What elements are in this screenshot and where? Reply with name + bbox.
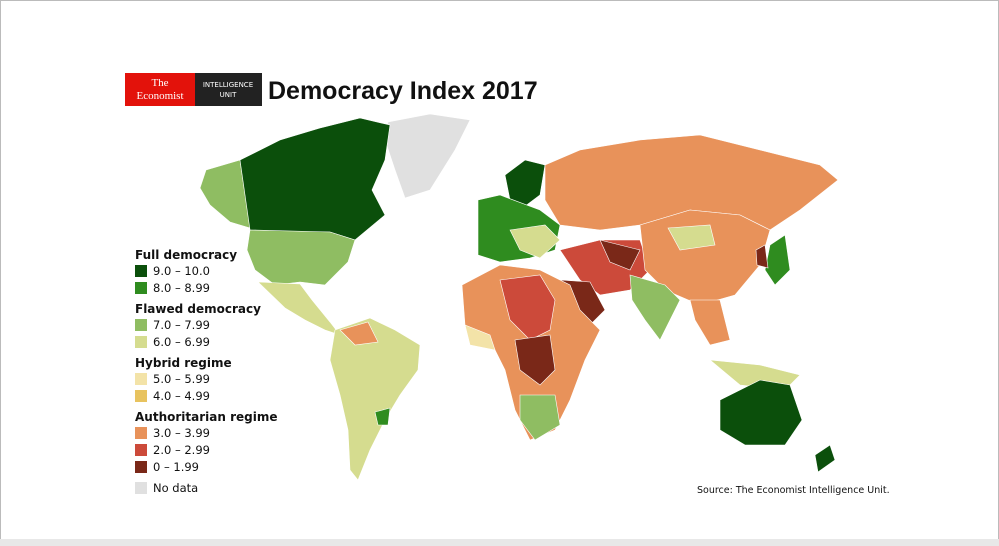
- legend-swatch: [135, 282, 147, 294]
- country: [764, 234, 791, 286]
- country: [667, 224, 716, 251]
- unit-text: UNIT: [220, 91, 237, 99]
- legend-swatch: [135, 461, 147, 473]
- country: [519, 394, 561, 441]
- title: Democracy Index 2017: [268, 77, 538, 105]
- legend-swatch: [135, 427, 147, 439]
- country: [689, 299, 731, 346]
- legend-group-title: Full democracy: [135, 248, 237, 262]
- legend-swatch: [135, 319, 147, 331]
- legend-swatch: [135, 336, 147, 348]
- country: [509, 224, 561, 259]
- legend-swatch: [135, 482, 147, 494]
- country: [599, 239, 641, 271]
- country: [257, 281, 341, 336]
- country: [329, 317, 421, 481]
- bottom-bar: [0, 539, 999, 546]
- legend-label: 2.0 – 2.99: [153, 443, 210, 457]
- logo: The Economist INTELLIGENCE UNIT: [125, 73, 262, 106]
- country: [246, 229, 356, 286]
- logo-text: Economist: [136, 90, 183, 102]
- logo-black: [195, 73, 262, 106]
- legend-label: 5.0 – 5.99: [153, 372, 210, 386]
- legend-label: 4.0 – 4.99: [153, 389, 210, 403]
- legend-swatch: [135, 373, 147, 385]
- legend-label: No data: [153, 481, 198, 495]
- country: [544, 134, 839, 231]
- legend: Full democracy 9.0 – 10.0 8.0 – 8.99 Flawed…: [135, 248, 277, 495]
- legend-label: 7.0 – 7.99: [153, 318, 210, 332]
- legend-group-title: Authoritarian regime: [135, 410, 277, 424]
- country: [339, 321, 379, 346]
- logo-red: [125, 73, 195, 106]
- logo-text: The: [151, 77, 168, 89]
- legend-label: 0 – 1.99: [153, 460, 199, 474]
- country: [755, 244, 769, 269]
- country: [239, 117, 391, 241]
- country: [514, 334, 556, 386]
- legend-swatch: [135, 444, 147, 456]
- countries: [199, 113, 839, 481]
- country: [814, 444, 836, 473]
- legend-swatch: [135, 390, 147, 402]
- country: [629, 274, 681, 341]
- legend-label: 6.0 – 6.99: [153, 335, 210, 349]
- country: [499, 274, 556, 341]
- legend-group-title: Flawed democracy: [135, 302, 261, 316]
- country: [384, 113, 471, 199]
- legend-group-title: Hybrid regime: [135, 356, 232, 370]
- source: Source: The Economist Intelligence Unit.: [697, 485, 890, 496]
- legend-swatch: [135, 265, 147, 277]
- unit-text: INTELLIGENCE: [203, 81, 253, 89]
- country: [464, 324, 496, 351]
- country: [709, 359, 801, 391]
- legend-label: 9.0 – 10.0: [153, 264, 210, 278]
- legend-label: 3.0 – 3.99: [153, 426, 210, 440]
- country: [719, 379, 803, 446]
- legend-label: 8.0 – 8.99: [153, 281, 210, 295]
- country: [374, 407, 391, 426]
